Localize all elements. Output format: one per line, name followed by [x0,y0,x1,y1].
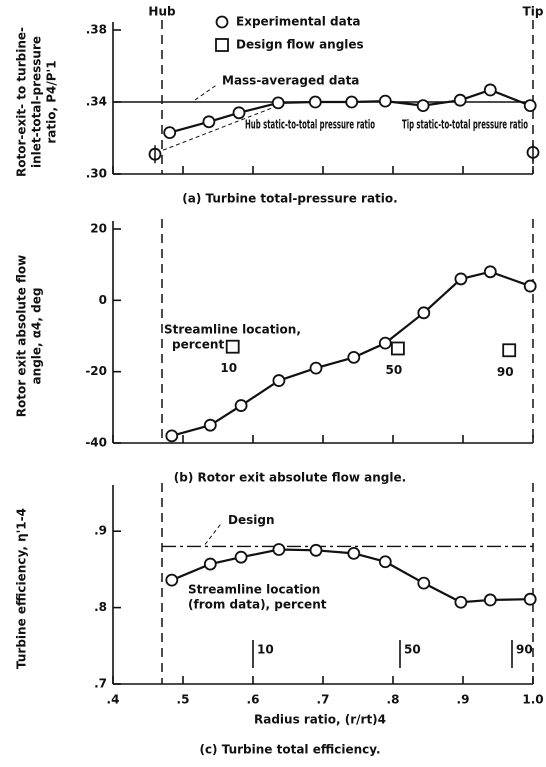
y-tick-label: .38 [86,23,107,37]
data-point [347,350,361,364]
data-point [378,94,392,108]
x-tick-label: .4 [107,693,120,707]
y-tick-label: .34 [86,95,107,109]
data-point [234,550,248,564]
data-point [523,592,537,606]
y-axis-label: inlet-total-pressure [30,36,44,168]
y-tick-label: 0 [99,293,107,307]
design-point [225,339,240,354]
data-point [523,99,537,112]
point-label: 90 [497,365,514,379]
data-point [309,361,323,375]
legend-label: Experimental data [236,15,361,29]
caption: (a) Turbine total-pressure ratio. [182,192,397,206]
x-tick-label: .8 [387,693,400,707]
data-point [453,93,467,107]
data-point [309,543,323,557]
hub-static-label: Hub static-to-total pressure ratio [245,118,375,132]
legend-square [215,38,229,52]
x-tick-label: 1.0 [522,693,543,707]
data-point [163,126,177,140]
data-point [203,418,217,432]
reference-label: Mass-averaged data [222,74,359,88]
point-label: 50 [386,363,403,377]
data-point [272,374,286,387]
data-point [378,336,392,350]
data-point [454,595,468,609]
data-point [483,83,497,97]
leader [162,107,273,151]
y-axis-label: Turbine efficiency, η'1-4 [15,508,29,669]
caption: (b) Rotor exit absolute flow angle. [174,471,406,485]
tip-label: Tip [523,5,544,19]
data-point [483,265,497,279]
data-point [272,543,286,556]
y-tick-label: -20 [85,364,107,378]
streamline-label: 10 [257,643,274,657]
point-label: 10 [220,361,237,375]
streamline-label: 50 [404,643,421,657]
legend-circle [215,15,229,29]
annotation: percent [172,338,224,352]
y-tick-label: .7 [94,677,107,691]
y-axis-label: ratio, P4/P'1 [45,60,59,143]
leader [194,83,219,101]
data-point [308,95,322,109]
data-point [417,306,431,320]
x-axis-label: Radius ratio, (r/rt)4 [254,713,386,727]
design-point [502,343,517,358]
data-point [203,557,217,571]
reference-label: Design [228,513,275,527]
data-point [523,279,537,293]
data-point [234,399,248,412]
x-tick-label: .6 [247,693,260,707]
data-point [165,573,179,587]
data-point [271,96,285,110]
y-axis-label: Rotor-exit- to turbine- [15,27,29,177]
design-point [390,341,405,356]
annotation: (from data), percent [188,598,327,612]
x-tick-label: .7 [317,693,330,707]
streamline-label: 90 [516,643,533,657]
y-tick-label: 20 [90,222,107,236]
y-tick-label: -40 [85,436,107,450]
caption: (c) Turbine total efficiency. [199,743,380,757]
y-tick-label: .8 [94,600,107,614]
data-point [417,576,431,590]
hub-label: Hub [148,5,176,19]
legend-label: Design flow angles [236,38,364,52]
y-axis-label: Rotor exit absolute flow [15,255,29,417]
data-point [378,555,392,569]
data-point [165,429,179,443]
data-point [232,106,246,120]
data-point [202,115,216,129]
x-tick-label: .9 [457,693,470,707]
tip-static-label: Tip static-to-total pressure ratio [402,118,528,132]
y-tick-label: .30 [86,167,107,181]
annotation: Streamline location [188,583,320,597]
x-tick-label: .5 [177,693,190,707]
y-axis-label: angle, α4, deg [30,288,44,385]
data-point [347,546,361,560]
y-tick-label: .9 [94,524,107,538]
data-point [345,95,359,109]
data-point [483,593,497,607]
data-point [416,99,430,112]
annotation: Streamline location, [164,323,301,337]
leader [204,522,223,545]
data-point [454,272,468,286]
